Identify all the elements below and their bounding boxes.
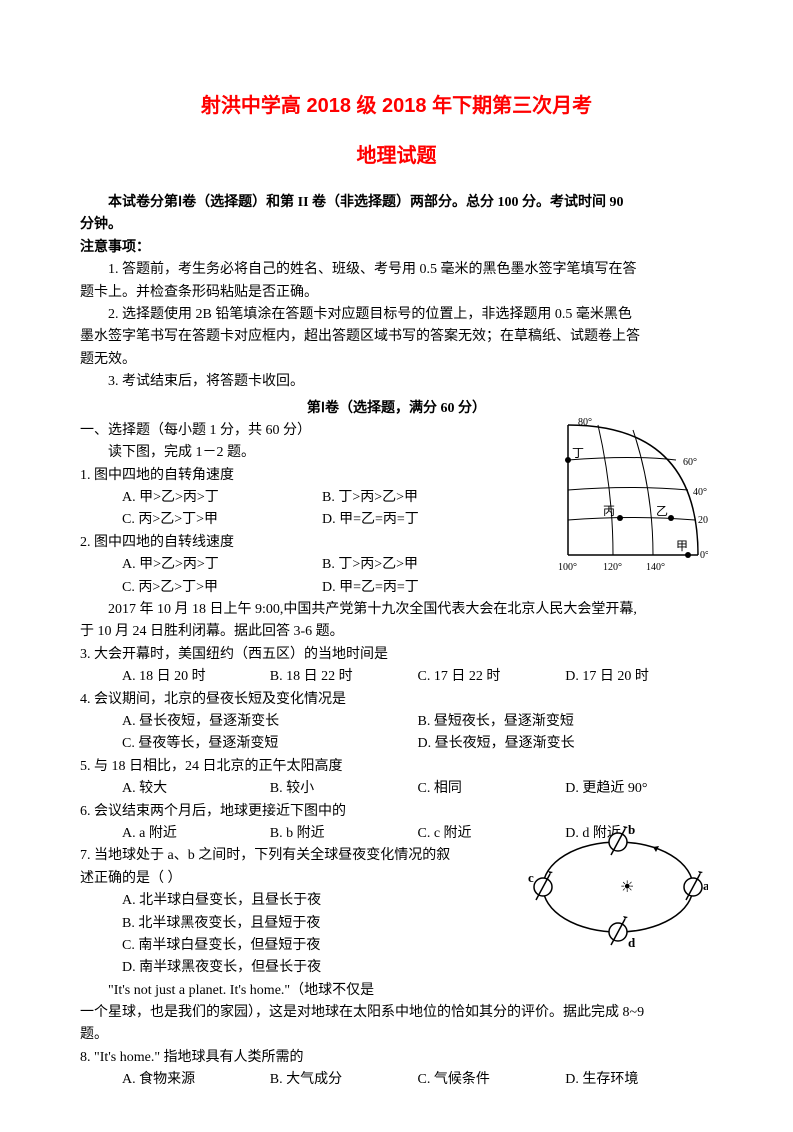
- q7-option-d: D. 南半球黑夜变长，但昼长于夜: [122, 957, 713, 979]
- notice-item-3: 3. 考试结束后，将答题卡收回。: [80, 371, 713, 393]
- q1-option-a: A. 甲>乙>丙>丁: [122, 487, 322, 509]
- context-3-6-line1: 2017 年 10 月 18 日上午 9:00,中国共产党第十九次全国代表大会在…: [80, 599, 713, 621]
- q8-option-a: A. 食物来源: [122, 1069, 270, 1091]
- globe-label-20: 20°: [698, 515, 708, 526]
- notice-item-2b: 墨水签字笔书写在答题卡对应框内，超出答题区域书写的答案无效；在草稿纸、试题卷上答: [80, 326, 713, 348]
- q1-option-b: B. 丁>丙>乙>甲: [322, 487, 522, 509]
- globe-label-jia: 甲: [676, 539, 688, 553]
- q6-stem: 6. 会议结束两个月后，地球更接近下图中的: [80, 801, 713, 823]
- orbit-label-a: a: [703, 878, 708, 893]
- q4-options-2: C. 昼夜等长，昼逐渐变短 D. 昼长夜短，昼逐渐变长: [122, 733, 713, 755]
- earth-c-icon: [534, 871, 553, 900]
- globe-label-0: 0°: [700, 550, 708, 561]
- q4-options: A. 昼长夜短，昼逐渐变长 B. 昼短夜长，昼逐渐变短: [122, 711, 713, 733]
- orbit-label-b: b: [628, 822, 635, 837]
- context-8-9-line3: 题。: [80, 1024, 713, 1046]
- q5-option-a: A. 较大: [122, 778, 270, 800]
- q5-options: A. 较大 B. 较小 C. 相同 D. 更趋近 90°: [122, 778, 713, 800]
- intro-line-1: 本试卷分第Ⅰ卷（选择题）和第 II 卷（非选择题）两部分。总分 100 分。考试…: [80, 192, 713, 214]
- orbit-icon: ☀ a b c d: [528, 822, 708, 952]
- q2-option-a: A. 甲>乙>丙>丁: [122, 554, 322, 576]
- q8-stem: 8. "It's home." 指地球具有人类所需的: [80, 1047, 713, 1069]
- globe-icon: 80° 60° 40° 20° 0° 100° 120° 140° 丁 丙 乙 …: [558, 415, 708, 575]
- q6-option-a: A. a 附近: [122, 823, 270, 845]
- globe-label-bing: 丙: [603, 504, 615, 518]
- q4-option-d: D. 昼长夜短，昼逐渐变长: [418, 733, 714, 755]
- notice-header: 注意事项：: [80, 237, 713, 259]
- globe-figure: 80° 60° 40° 20° 0° 100° 120° 140° 丁 丙 乙 …: [558, 415, 708, 565]
- orbit-label-d: d: [628, 935, 636, 950]
- q5-option-b: B. 较小: [270, 778, 418, 800]
- earth-d-icon: [609, 916, 628, 945]
- notice-item-2c: 题无效。: [80, 349, 713, 371]
- context-8-9-line2: 一个星球，也是我们的家园），这是对地球在太阳系中地位的恰如其分的评价。据此完成 …: [80, 1002, 713, 1024]
- q5-stem: 5. 与 18 日相比，24 日北京的正午太阳高度: [80, 756, 713, 778]
- q4-option-c: C. 昼夜等长，昼逐渐变短: [122, 733, 418, 755]
- globe-label-140: 140°: [646, 562, 665, 573]
- globe-label-80: 80°: [578, 417, 592, 428]
- exam-title-main: 射洪中学高 2018 级 2018 年下期第三次月考: [80, 90, 713, 122]
- notice-item-1a: 1. 答题前，考生务必将自己的姓名、班级、考号用 0.5 毫米的黑色墨水签字笔填…: [80, 259, 713, 281]
- q2-option-d: D. 甲=乙=丙=丁: [322, 577, 522, 599]
- orbit-label-c: c: [528, 870, 534, 885]
- q8-option-d: D. 生存环境: [565, 1069, 713, 1091]
- context-8-9-line1: "It's not just a planet. It's home."（地球不…: [80, 980, 713, 1002]
- q1-option-d: D. 甲=乙=丙=丁: [322, 509, 522, 531]
- q2-option-c: C. 丙>乙>丁>甲: [122, 577, 322, 599]
- intro-line-2: 分钟。: [80, 214, 713, 236]
- globe-label-40: 40°: [693, 487, 707, 498]
- q4-option-a: A. 昼长夜短，昼逐渐变长: [122, 711, 418, 733]
- notice-item-1b: 题卡上。并检查条形码粘贴是否正确。: [80, 282, 713, 304]
- q5-option-d: D. 更趋近 90°: [565, 778, 713, 800]
- globe-label-ding: 丁: [572, 446, 584, 460]
- q4-option-b: B. 昼短夜长，昼逐渐变短: [418, 711, 714, 733]
- q6-option-b: B. b 附近: [270, 823, 418, 845]
- q3-option-a: A. 18 日 20 时: [122, 666, 270, 688]
- q1-option-c: C. 丙>乙>丁>甲: [122, 509, 322, 531]
- q3-option-c: C. 17 日 22 时: [418, 666, 566, 688]
- globe-label-yi: 乙: [656, 504, 668, 518]
- globe-label-60: 60°: [683, 457, 697, 468]
- exam-title-sub: 地理试题: [80, 140, 713, 172]
- orbit-figure: ☀ a b c d: [528, 822, 708, 952]
- q5-option-c: C. 相同: [418, 778, 566, 800]
- globe-label-100: 100°: [558, 562, 577, 573]
- q8-option-c: C. 气候条件: [418, 1069, 566, 1091]
- notice-item-2a: 2. 选择题使用 2B 铅笔填涂在答题卡对应题目标号的位置上，非选择题用 0.5…: [80, 304, 713, 326]
- q3-option-b: B. 18 日 22 时: [270, 666, 418, 688]
- q3-stem: 3. 大会开幕时，美国纽约（西五区）的当地时间是: [80, 644, 713, 666]
- q8-options: A. 食物来源 B. 大气成分 C. 气候条件 D. 生存环境: [122, 1069, 713, 1091]
- sun-icon: ☀: [620, 879, 634, 896]
- q3-option-d: D. 17 日 20 时: [565, 666, 713, 688]
- q4-stem: 4. 会议期间，北京的昼夜长短及变化情况是: [80, 689, 713, 711]
- q3-options: A. 18 日 20 时 B. 18 日 22 时 C. 17 日 22 时 D…: [122, 666, 713, 688]
- globe-label-120: 120°: [603, 562, 622, 573]
- context-3-6-line2: 于 10 月 24 日胜利闭幕。据此回答 3-6 题。: [80, 621, 713, 643]
- q8-option-b: B. 大气成分: [270, 1069, 418, 1091]
- earth-b-icon: [609, 826, 628, 855]
- q2-options-2: C. 丙>乙>丁>甲 D. 甲=乙=丙=丁: [122, 577, 713, 599]
- earth-a-icon: [684, 871, 703, 900]
- q2-option-b: B. 丁>丙>乙>甲: [322, 554, 522, 576]
